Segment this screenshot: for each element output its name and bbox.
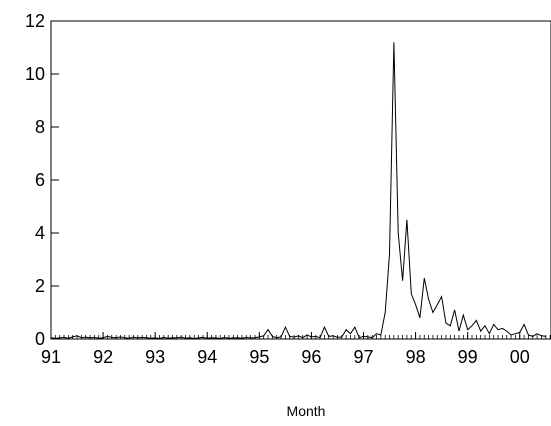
x-tick-label: 00	[510, 347, 530, 367]
x-tick-label: 93	[145, 347, 165, 367]
x-tick-label: 97	[353, 347, 373, 367]
y-tick-label: 2	[35, 276, 45, 296]
y-tick-label: 0	[35, 329, 45, 349]
y-axis: 0 2 4 6 8 10 12	[25, 11, 59, 349]
x-tick-label: 98	[406, 347, 426, 367]
plot-frame	[50, 20, 551, 340]
x-tick-label: 91	[41, 347, 61, 367]
y-tick-label: 12	[25, 11, 45, 31]
x-tick-label: 96	[301, 347, 321, 367]
series-line	[50, 42, 546, 340]
y-tick-label: 10	[25, 64, 45, 84]
x-tick-label: 94	[197, 347, 217, 367]
y-tick-label: 8	[35, 117, 45, 137]
x-tick-label: 92	[93, 347, 113, 367]
y-tick-label: 4	[35, 223, 45, 243]
series-layer	[50, 42, 546, 340]
plot-border	[50, 20, 551, 340]
x-tick-label: 95	[249, 347, 269, 367]
y-tick-label: 6	[35, 170, 45, 190]
x-axis-title: Month	[287, 403, 326, 419]
x-tick-label: 99	[458, 347, 478, 367]
